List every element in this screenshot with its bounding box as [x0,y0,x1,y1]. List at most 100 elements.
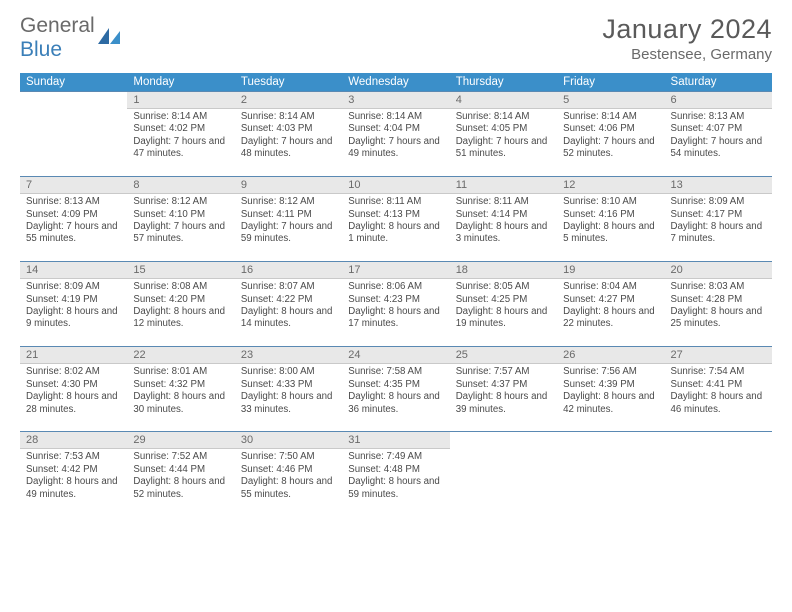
sunset-line: Sunset: 4:10 PM [133,209,205,220]
day-details: Sunrise: 8:14 AMSunset: 4:06 PMDaylight:… [557,109,664,165]
day-content-cell: Sunrise: 7:57 AMSunset: 4:37 PMDaylight:… [450,364,557,432]
sunset-line: Sunset: 4:32 PM [133,379,205,390]
day-number-cell: 23 [235,347,342,364]
daylight-line: Daylight: 8 hours and 42 minutes. [563,391,655,414]
daylight-line: Daylight: 8 hours and 25 minutes. [671,306,763,329]
day-number-cell: 1 [127,92,234,109]
day-number-cell: 26 [557,347,664,364]
weekday-header: Monday [127,73,234,92]
day-content-cell: Sunrise: 8:02 AMSunset: 4:30 PMDaylight:… [20,364,127,432]
daylight-line: Daylight: 7 hours and 48 minutes. [241,136,333,159]
sunrise-line: Sunrise: 8:10 AM [563,196,637,207]
day-details: Sunrise: 8:13 AMSunset: 4:07 PMDaylight:… [665,109,772,165]
day-content-cell [450,449,557,517]
daylight-line: Daylight: 8 hours and 59 minutes. [348,476,440,499]
day-number-cell: 5 [557,92,664,109]
day-number-cell: 18 [450,262,557,279]
day-details: Sunrise: 8:02 AMSunset: 4:30 PMDaylight:… [20,364,127,420]
sunset-line: Sunset: 4:35 PM [348,379,420,390]
content-row: Sunrise: 8:14 AMSunset: 4:02 PMDaylight:… [20,109,772,177]
day-content-cell: Sunrise: 8:09 AMSunset: 4:19 PMDaylight:… [20,279,127,347]
weekday-header: Wednesday [342,73,449,92]
day-details: Sunrise: 8:10 AMSunset: 4:16 PMDaylight:… [557,194,664,250]
daynum-row: 28293031 [20,432,772,449]
day-number-cell: 17 [342,262,449,279]
day-details: Sunrise: 7:57 AMSunset: 4:37 PMDaylight:… [450,364,557,420]
sunset-line: Sunset: 4:04 PM [348,123,420,134]
daylight-line: Daylight: 8 hours and 52 minutes. [133,476,225,499]
location: Bestensee, Germany [602,46,772,63]
sunrise-line: Sunrise: 8:14 AM [456,111,530,122]
day-number-cell: 31 [342,432,449,449]
day-number-cell: 30 [235,432,342,449]
day-details: Sunrise: 8:13 AMSunset: 4:09 PMDaylight:… [20,194,127,250]
sunrise-line: Sunrise: 7:52 AM [133,451,207,462]
day-details: Sunrise: 8:14 AMSunset: 4:04 PMDaylight:… [342,109,449,165]
daylight-line: Daylight: 8 hours and 1 minute. [348,221,440,244]
daylight-line: Daylight: 8 hours and 9 minutes. [26,306,118,329]
day-number-cell [20,92,127,109]
daylight-line: Daylight: 8 hours and 55 minutes. [241,476,333,499]
sunrise-line: Sunrise: 7:50 AM [241,451,315,462]
day-content-cell [557,449,664,517]
sunset-line: Sunset: 4:13 PM [348,209,420,220]
content-row: Sunrise: 7:53 AMSunset: 4:42 PMDaylight:… [20,449,772,517]
logo-part2: Blue [20,38,62,61]
day-number-cell: 20 [665,262,772,279]
day-number-cell: 19 [557,262,664,279]
day-details: Sunrise: 7:54 AMSunset: 4:41 PMDaylight:… [665,364,772,420]
day-content-cell: Sunrise: 7:58 AMSunset: 4:35 PMDaylight:… [342,364,449,432]
day-number-cell: 25 [450,347,557,364]
day-number-cell: 29 [127,432,234,449]
day-content-cell [20,109,127,177]
sunset-line: Sunset: 4:09 PM [26,209,98,220]
sunrise-line: Sunrise: 8:01 AM [133,366,207,377]
day-number-cell: 2 [235,92,342,109]
day-content-cell [665,449,772,517]
day-content-cell: Sunrise: 7:54 AMSunset: 4:41 PMDaylight:… [665,364,772,432]
sunset-line: Sunset: 4:14 PM [456,209,528,220]
logo-text: General Blue [20,14,95,62]
day-details: Sunrise: 8:08 AMSunset: 4:20 PMDaylight:… [127,279,234,335]
sunset-line: Sunset: 4:07 PM [671,123,743,134]
sunset-line: Sunset: 4:44 PM [133,464,205,475]
sunrise-line: Sunrise: 8:03 AM [671,281,745,292]
daylight-line: Daylight: 7 hours and 55 minutes. [26,221,118,244]
day-details: Sunrise: 8:09 AMSunset: 4:17 PMDaylight:… [665,194,772,250]
day-content-cell: Sunrise: 7:50 AM Sunset: 4:46 PMDaylight:… [235,449,342,517]
day-number-cell: 3 [342,92,449,109]
header: General Blue January 2024 Bestensee, Ger… [20,14,772,63]
sunset-line: Sunset: 4:48 PM [348,464,420,475]
daylight-line: Daylight: 8 hours and 30 minutes. [133,391,225,414]
day-content-cell: Sunrise: 8:12 AMSunset: 4:11 PMDaylight:… [235,194,342,262]
sunset-line: Sunset: 4:41 PM [671,379,743,390]
sunset-line: Sunset: 4:16 PM [563,209,635,220]
content-row: Sunrise: 8:13 AMSunset: 4:09 PMDaylight:… [20,194,772,262]
sunset-line: Sunset: 4:28 PM [671,294,743,305]
day-details: Sunrise: 8:05 AMSunset: 4:25 PMDaylight:… [450,279,557,335]
sunset-line: Sunset: 4:25 PM [456,294,528,305]
day-details: Sunrise: 8:01 AM Sunset: 4:32 PMDaylight:… [127,364,234,420]
day-details: Sunrise: 8:12 AMSunset: 4:11 PMDaylight:… [235,194,342,250]
daylight-line: Daylight: 7 hours and 51 minutes. [456,136,548,159]
sunrise-line: Sunrise: 7:53 AM [26,451,100,462]
day-number-cell: 13 [665,177,772,194]
weekday-header-row: SundayMondayTuesdayWednesdayThursdayFrid… [20,73,772,92]
day-details: Sunrise: 7:49 AMSunset: 4:48 PMDaylight:… [342,449,449,505]
daynum-row: 21222324252627 [20,347,772,364]
weekday-header: Tuesday [235,73,342,92]
sunset-line: Sunset: 4:27 PM [563,294,635,305]
sunset-line: Sunset: 4:46 PM [241,464,313,475]
month-title: January 2024 [602,14,772,45]
day-number-cell [450,432,557,449]
daylight-line: Daylight: 7 hours and 52 minutes. [563,136,655,159]
day-content-cell: Sunrise: 8:06 AMSunset: 4:23 PMDaylight:… [342,279,449,347]
day-details: Sunrise: 8:14 AMSunset: 4:02 PMDaylight:… [127,109,234,165]
daynum-row: 14151617181920 [20,262,772,279]
day-details: Sunrise: 8:12 AMSunset: 4:10 PMDaylight:… [127,194,234,250]
sunrise-line: Sunrise: 8:14 AM [241,111,315,122]
weekday-header: Friday [557,73,664,92]
sunrise-line: Sunrise: 7:58 AM [348,366,422,377]
sunset-line: Sunset: 4:17 PM [671,209,743,220]
sunset-line: Sunset: 4:39 PM [563,379,635,390]
